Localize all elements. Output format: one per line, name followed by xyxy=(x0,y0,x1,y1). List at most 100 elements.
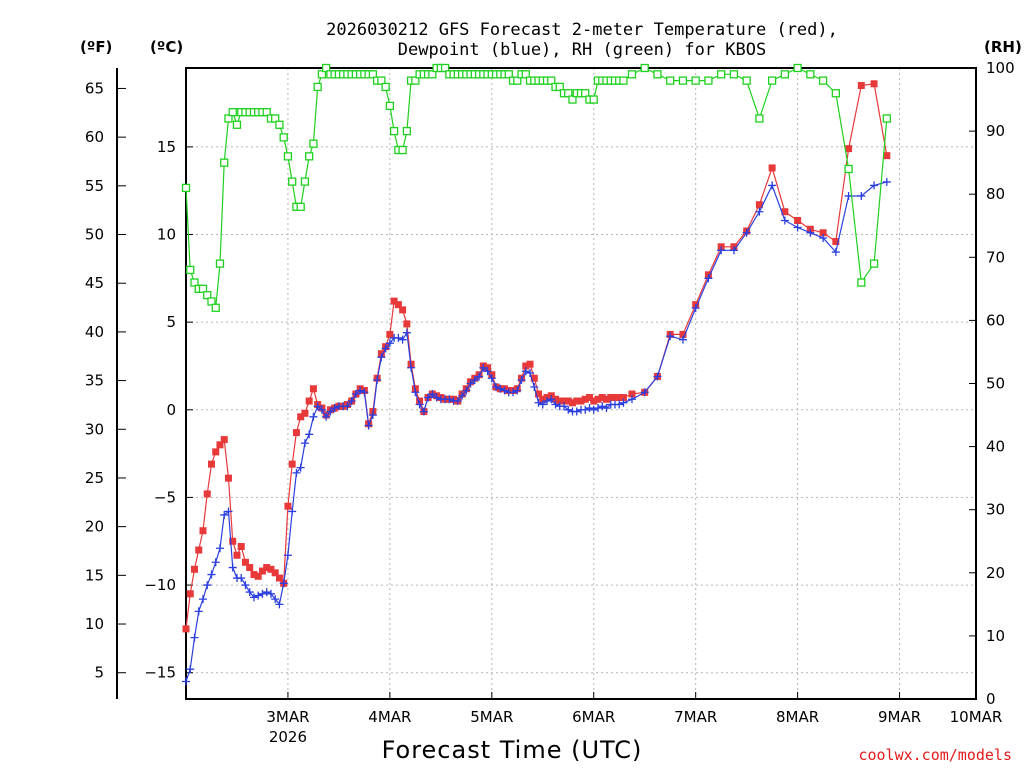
x-year-label: 2026 xyxy=(269,728,307,746)
dewpoint-marker xyxy=(496,384,505,393)
rh-marker xyxy=(780,70,790,79)
temperature-marker xyxy=(594,395,602,403)
rh-marker xyxy=(288,177,297,186)
dewpoint-marker xyxy=(551,400,560,409)
temperature-marker xyxy=(552,395,560,403)
dewpoint-marker xyxy=(292,468,301,477)
dewpoint-marker xyxy=(266,589,275,598)
dewpoint-marker xyxy=(704,274,713,283)
fahrenheit-tick-label: 45 xyxy=(85,274,104,292)
dewpoint-marker xyxy=(526,368,535,377)
dewpoint-marker xyxy=(598,402,607,411)
dewpoint-marker xyxy=(351,390,360,399)
dewpoint-marker xyxy=(666,332,675,341)
plot-frame xyxy=(185,67,977,700)
celsius-tick-label: 10 xyxy=(157,226,176,244)
dewpoint-marker xyxy=(534,398,543,407)
dewpoint-marker xyxy=(768,181,777,190)
rh-marker xyxy=(547,76,556,85)
rh-marker xyxy=(296,202,305,211)
rh-marker xyxy=(666,76,675,85)
dewpoint-line xyxy=(185,181,887,682)
dewpoint-marker xyxy=(729,246,738,255)
rh-tick-label: 100 xyxy=(986,59,1015,77)
dewpoint-marker xyxy=(300,439,309,448)
rh-marker xyxy=(513,76,522,85)
celsius-tick-label: −5 xyxy=(154,488,176,506)
dewpoint-marker xyxy=(870,181,879,190)
temperature-marker xyxy=(607,394,615,402)
dewpoint-marker xyxy=(543,397,552,406)
fahrenheit-tick-label: 5 xyxy=(94,664,104,682)
dewpoint-marker xyxy=(882,177,891,186)
temperature-marker xyxy=(182,625,190,633)
temperature-marker xyxy=(275,574,283,582)
temperature-marker xyxy=(560,397,568,405)
rh-tick-label: 70 xyxy=(986,248,1005,266)
temperature-marker xyxy=(212,448,220,456)
dewpoint-marker xyxy=(640,388,649,397)
rh-marker xyxy=(283,152,293,161)
dewpoint-marker xyxy=(402,328,411,337)
temperature-marker xyxy=(870,80,878,88)
temperature-marker xyxy=(229,537,237,545)
x-tick-label: 4MAR xyxy=(368,708,411,726)
rh-marker xyxy=(653,70,662,79)
dewpoint-marker xyxy=(407,363,416,372)
rh-marker xyxy=(428,70,437,79)
temperature-marker xyxy=(271,569,279,577)
temperature-marker xyxy=(564,397,572,405)
x-tick-label: 3MAR xyxy=(266,708,309,726)
rh-marker xyxy=(322,63,331,73)
dewpoint-marker xyxy=(445,395,454,404)
dewpoint-marker xyxy=(249,593,258,602)
rh-marker xyxy=(203,291,212,300)
temperature-marker xyxy=(768,164,776,172)
temperature-marker xyxy=(233,551,241,559)
rh-marker xyxy=(678,76,688,85)
temperature-marker xyxy=(883,152,891,160)
dewpoint-marker xyxy=(500,386,509,395)
dewpoint-marker xyxy=(360,388,369,397)
temperature-marker xyxy=(195,546,203,554)
x-tick-label: 10MAR xyxy=(950,708,1003,726)
dewpoint-marker xyxy=(458,391,467,400)
dewpoint-marker xyxy=(283,551,292,560)
dewpoint-marker xyxy=(373,375,382,384)
dewpoint-marker xyxy=(627,395,636,404)
x-tick-label: 7MAR xyxy=(674,708,717,726)
temperature-marker xyxy=(288,460,296,468)
dewpoint-marker xyxy=(254,591,263,600)
dewpoint-marker xyxy=(237,574,246,583)
rh-marker xyxy=(767,76,777,85)
dewpoint-marker xyxy=(190,633,199,642)
temperature-marker xyxy=(602,395,610,403)
rh-marker xyxy=(275,120,284,129)
x-tick-label: 8MAR xyxy=(776,708,819,726)
dewpoint-marker xyxy=(305,430,314,439)
dewpoint-marker xyxy=(831,248,840,257)
fahrenheit-tick-label: 10 xyxy=(85,615,104,633)
temperature-marker xyxy=(403,320,411,328)
temperature-marker xyxy=(199,527,207,535)
temperature-marker xyxy=(577,397,585,405)
dewpoint-marker xyxy=(343,402,352,411)
temperature-marker xyxy=(585,394,593,402)
fahrenheit-tick-label: 60 xyxy=(85,128,104,146)
dewpoint-marker xyxy=(279,579,288,588)
dewpoint-marker xyxy=(755,207,764,216)
dewpoint-marker xyxy=(538,400,547,409)
dewpoint-marker xyxy=(317,405,326,414)
dewpoint-marker xyxy=(691,304,700,313)
dewpoint-marker xyxy=(492,383,501,392)
rh-series xyxy=(181,63,891,312)
temperature-marker xyxy=(241,558,249,566)
rh-marker xyxy=(717,70,726,79)
dewpoint-marker xyxy=(470,375,479,384)
rh-marker xyxy=(181,183,191,193)
dewpoint-marker xyxy=(615,400,624,409)
dewpoint-marker xyxy=(271,595,280,604)
x-axis-label: Forecast Time (UTC) xyxy=(382,736,643,764)
temperature-marker xyxy=(237,543,245,551)
temperature-marker xyxy=(857,82,865,90)
